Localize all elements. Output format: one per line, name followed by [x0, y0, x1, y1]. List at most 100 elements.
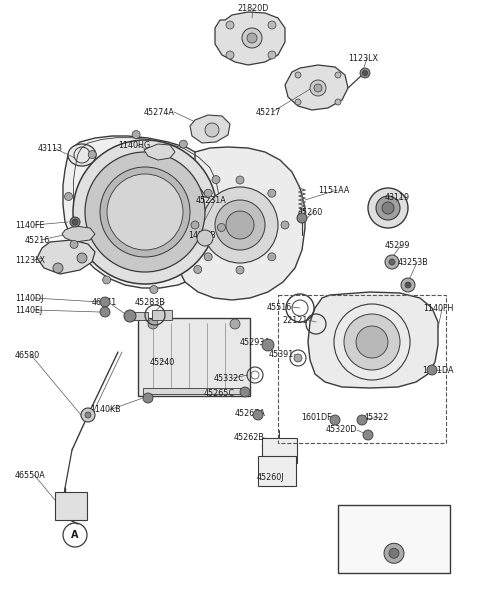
Text: 45260J: 45260J — [257, 472, 285, 481]
Circle shape — [194, 266, 202, 273]
Text: 45516: 45516 — [267, 303, 292, 312]
Circle shape — [268, 51, 276, 59]
Circle shape — [73, 140, 217, 284]
Text: 45299: 45299 — [385, 240, 410, 250]
Circle shape — [100, 167, 190, 257]
Text: 1123LX: 1123LX — [348, 54, 378, 62]
Circle shape — [297, 213, 307, 223]
Text: 45274A: 45274A — [143, 108, 174, 117]
Polygon shape — [285, 65, 348, 110]
Circle shape — [236, 266, 244, 274]
Text: 45262B: 45262B — [233, 432, 264, 442]
Text: 46571: 46571 — [92, 297, 117, 306]
Text: 21820D: 21820D — [237, 4, 269, 12]
Text: 45260: 45260 — [298, 207, 323, 217]
Circle shape — [360, 68, 370, 78]
Polygon shape — [215, 12, 285, 65]
Text: 1601DA: 1601DA — [422, 366, 454, 375]
Circle shape — [88, 151, 96, 158]
Text: 1430JB: 1430JB — [188, 230, 216, 240]
Circle shape — [107, 174, 183, 250]
Circle shape — [230, 319, 240, 329]
Text: 45332C: 45332C — [214, 373, 245, 382]
Circle shape — [376, 196, 400, 220]
Text: 22121: 22121 — [283, 316, 308, 325]
Circle shape — [217, 223, 226, 231]
Bar — [152, 310, 172, 320]
Circle shape — [401, 278, 415, 292]
Circle shape — [356, 326, 388, 358]
Text: 45322: 45322 — [364, 412, 389, 422]
Circle shape — [295, 99, 301, 105]
Polygon shape — [308, 292, 438, 388]
Circle shape — [385, 255, 399, 269]
Circle shape — [204, 189, 212, 197]
Text: 1140FE: 1140FE — [15, 220, 45, 230]
Bar — [262, 438, 297, 463]
Text: K979AD: K979AD — [372, 514, 416, 524]
Bar — [132, 312, 148, 320]
Circle shape — [268, 21, 276, 29]
Text: 45216: 45216 — [25, 236, 50, 244]
Circle shape — [53, 263, 63, 273]
Text: 45320D: 45320D — [325, 425, 357, 435]
Text: 45217: 45217 — [256, 108, 281, 117]
Polygon shape — [62, 226, 95, 242]
Text: 1151AA: 1151AA — [318, 186, 349, 194]
Bar — [338, 505, 450, 573]
Text: 1601DF: 1601DF — [301, 412, 332, 422]
Text: 43119: 43119 — [385, 193, 410, 201]
Text: 46550A: 46550A — [15, 471, 46, 479]
Circle shape — [389, 548, 399, 558]
Circle shape — [281, 221, 289, 229]
Circle shape — [427, 365, 437, 375]
Bar — [138, 318, 250, 396]
Circle shape — [81, 408, 95, 422]
Text: 1140KB: 1140KB — [90, 405, 120, 415]
Circle shape — [85, 152, 205, 272]
Circle shape — [143, 393, 153, 403]
Circle shape — [295, 72, 301, 78]
Text: 1140EJ: 1140EJ — [15, 306, 42, 315]
Circle shape — [344, 314, 400, 370]
Circle shape — [268, 189, 276, 197]
Circle shape — [405, 282, 411, 288]
Circle shape — [242, 28, 262, 48]
Circle shape — [70, 217, 80, 227]
Bar — [143, 388, 245, 394]
Circle shape — [226, 21, 234, 29]
Text: 45265C: 45265C — [204, 389, 235, 399]
Circle shape — [253, 410, 263, 420]
Text: K979AD: K979AD — [372, 514, 416, 524]
Text: 45231A: 45231A — [196, 196, 227, 204]
Circle shape — [85, 412, 91, 418]
Circle shape — [363, 430, 373, 440]
Text: A: A — [71, 530, 79, 540]
Text: 45240: 45240 — [150, 358, 175, 366]
Circle shape — [180, 140, 187, 148]
Circle shape — [148, 319, 158, 329]
Text: 1140FH: 1140FH — [423, 303, 454, 313]
Circle shape — [103, 276, 110, 284]
Text: 45267A: 45267A — [235, 409, 266, 419]
Circle shape — [368, 188, 408, 228]
Circle shape — [212, 176, 220, 184]
Polygon shape — [63, 136, 228, 288]
Circle shape — [389, 259, 395, 265]
Circle shape — [70, 240, 78, 249]
Circle shape — [205, 123, 219, 137]
Circle shape — [384, 543, 404, 563]
Circle shape — [240, 387, 250, 397]
Circle shape — [236, 176, 244, 184]
Polygon shape — [175, 147, 305, 300]
Circle shape — [330, 415, 340, 425]
Circle shape — [191, 221, 199, 229]
Circle shape — [197, 230, 213, 246]
Ellipse shape — [68, 144, 96, 166]
Bar — [258, 456, 296, 486]
Circle shape — [382, 202, 394, 214]
Circle shape — [132, 131, 140, 138]
Text: 43253B: 43253B — [398, 257, 429, 266]
Circle shape — [150, 286, 158, 293]
Circle shape — [294, 354, 302, 362]
